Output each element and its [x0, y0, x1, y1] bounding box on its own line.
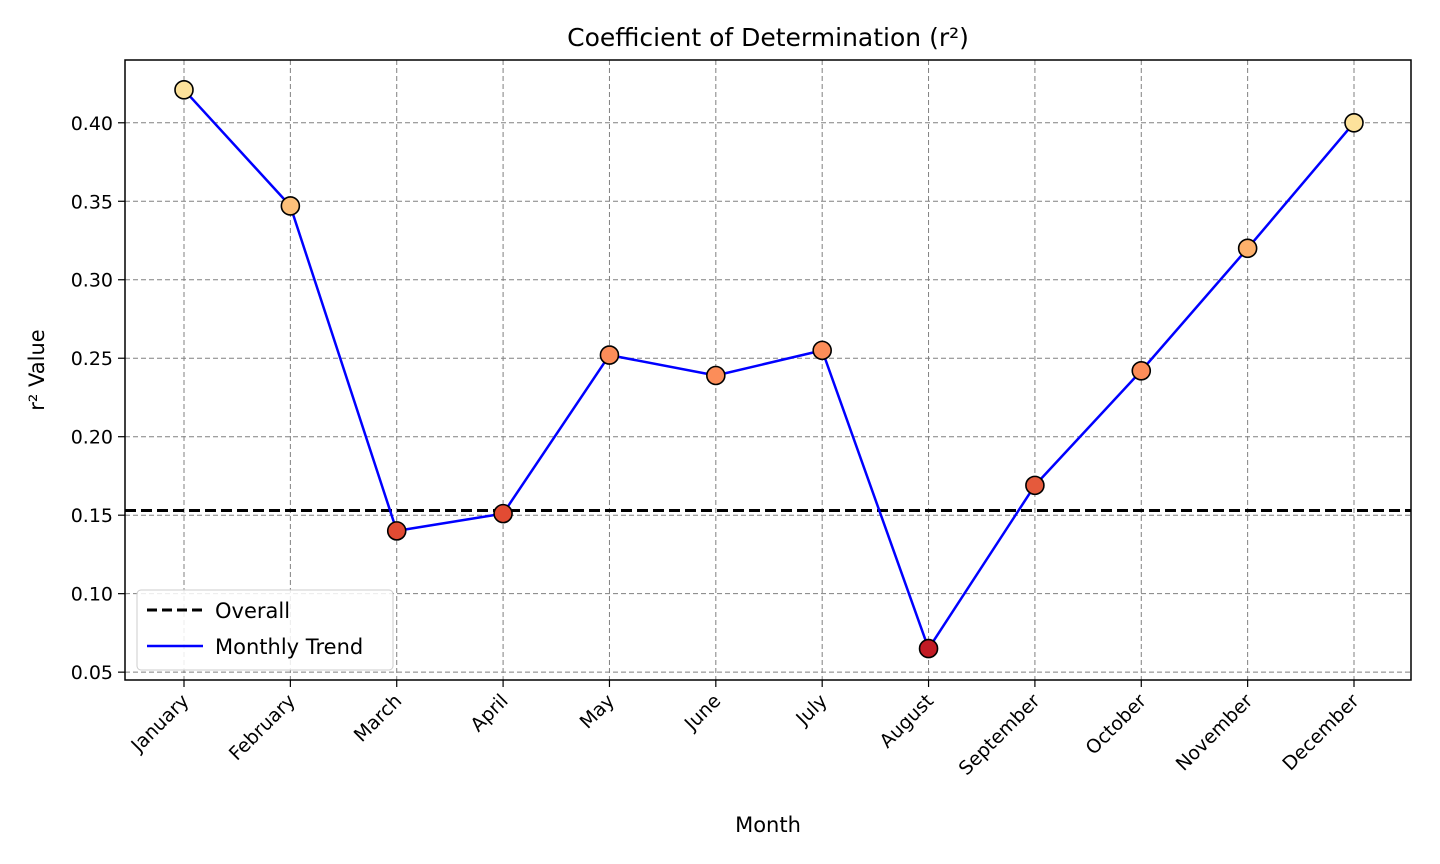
legend-monthly-trend-label: Monthly Trend [215, 635, 363, 659]
data-point [386, 521, 407, 541]
y-axis-label: r² Value [25, 329, 49, 410]
data-point [918, 638, 939, 659]
grid [125, 60, 1411, 680]
y-axis: 0.05 0.10 0.15 0.20 0.25 0.30 0.35 0.40 [71, 113, 125, 684]
chart-title: Coefficient of Determination (r²) [567, 23, 969, 52]
data-point [1237, 238, 1258, 259]
y-tick-label: 0.05 [71, 662, 113, 684]
y-tick-label: 0.20 [71, 427, 113, 449]
y-tick-label: 0.30 [71, 270, 113, 292]
y-tick-label: 0.35 [71, 191, 113, 213]
data-point [1131, 360, 1152, 381]
data-point [812, 340, 832, 361]
y-tick-label: 0.15 [71, 505, 113, 527]
data-point [599, 345, 620, 365]
y-tick-label: 0.10 [71, 584, 113, 606]
data-point [493, 503, 513, 524]
legend: Overall Monthly Trend [136, 589, 394, 671]
x-axis-label: Month [735, 813, 801, 837]
y-tick-label: 0.40 [71, 113, 113, 135]
data-point [280, 196, 301, 216]
data-point [1344, 112, 1364, 133]
data-point [174, 80, 194, 100]
data-point [1025, 475, 1045, 496]
y-tick-label: 0.25 [71, 348, 113, 370]
series-layer [174, 80, 1364, 659]
plot-area-frame [124, 59, 1412, 681]
legend-overall-label: Overall [215, 599, 290, 623]
data-point [706, 365, 726, 386]
series-line [183, 88, 1355, 650]
